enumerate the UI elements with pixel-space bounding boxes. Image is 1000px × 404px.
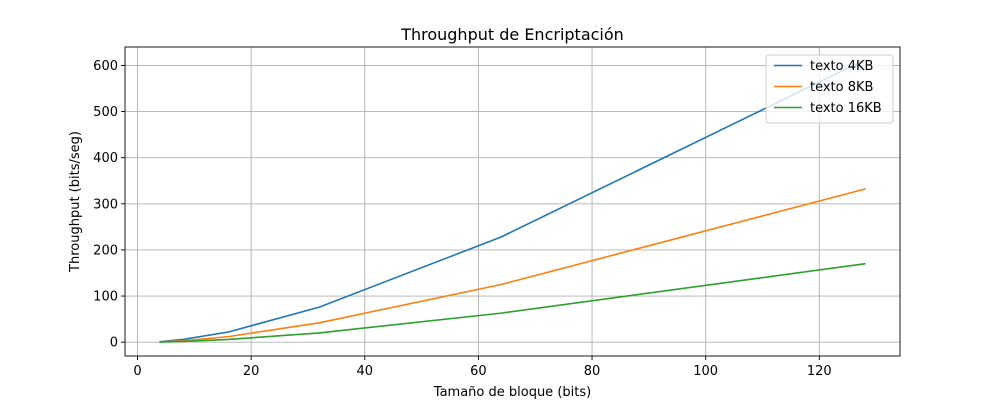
chart-title: Throughput de Encriptación	[400, 25, 624, 44]
series-line-1	[159, 58, 866, 343]
legend: texto 4KB texto 8KB texto 16KB	[765, 54, 894, 124]
legend-label-1: texto 4KB	[810, 59, 873, 74]
x-tick-label: 60	[470, 364, 487, 379]
legend-items: texto 4KB texto 8KB texto 16KB	[774, 59, 882, 116]
legend-box	[765, 54, 894, 124]
y-tick-label: 200	[93, 243, 118, 258]
y-tick-label: 100	[93, 290, 118, 305]
grid-lines	[125, 47, 900, 356]
y-tick-label: 400	[93, 151, 118, 166]
plot-area-frame	[124, 46, 901, 357]
y-tick-label: 500	[93, 105, 118, 120]
x-tick-label: 120	[807, 364, 832, 379]
legend-label-3: texto 16KB	[810, 101, 882, 116]
x-tick-label: 100	[693, 364, 718, 379]
axis-ticks: 0 20 40 60 80 100 120 0 100 200 300 400 500 600	[93, 59, 832, 379]
y-tick-label: 0	[110, 336, 118, 351]
x-tick-label: 0	[133, 364, 141, 379]
x-tick-label: 20	[243, 364, 260, 379]
y-axis-label: Throughput (bits/seg)	[68, 131, 83, 273]
x-tick-label: 40	[356, 364, 373, 379]
x-tick-label: 80	[584, 364, 601, 379]
x-axis-label: Tamaño de bloque (bits)	[433, 385, 591, 400]
series-line-3	[159, 262, 866, 343]
data-series	[159, 58, 866, 343]
legend-label-2: texto 8KB	[810, 80, 873, 95]
y-tick-label: 600	[93, 59, 118, 74]
y-tick-label: 300	[93, 197, 118, 212]
